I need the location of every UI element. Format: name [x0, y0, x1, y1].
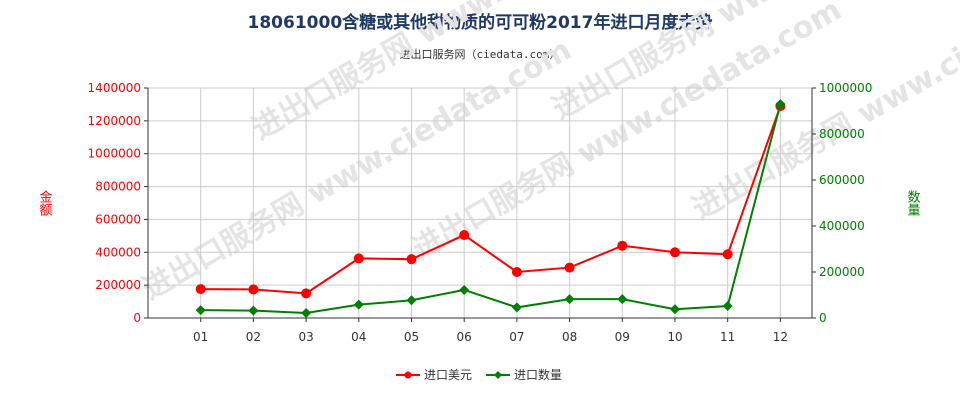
left-tick-label: 200000	[95, 278, 141, 292]
series	[195, 99, 786, 318]
series-point-right	[564, 294, 575, 305]
series-point-left	[617, 240, 628, 251]
watermark-text: 进出口服务网 www.ciedata.com	[407, 0, 848, 267]
series-point-right	[459, 284, 470, 295]
x-tick-label: 02	[246, 330, 261, 344]
axes: 0 200000 400000 600000 800000 1000000 1200000 1…	[37, 81, 921, 344]
series-line-right	[200, 103, 782, 314]
series-point-right	[775, 99, 786, 110]
series-point-right	[353, 299, 364, 310]
x-tick-label: 11	[720, 330, 735, 344]
left-tick-label: 1200000	[88, 114, 141, 128]
x-tick-label: 05	[404, 330, 419, 344]
x-tick-label: 07	[509, 330, 524, 344]
x-tick-label: 03	[298, 330, 313, 344]
x-tick-label: 01	[193, 330, 208, 344]
series-line-left	[200, 105, 782, 295]
x-tick-label: 08	[562, 330, 577, 344]
series-point-left	[511, 267, 522, 277]
right-tick-label: 400000	[819, 219, 865, 233]
series-point-left	[248, 284, 259, 295]
series-point-left	[459, 230, 470, 241]
left-axis-label: 金额	[37, 189, 53, 217]
x-tick-label: 10	[667, 330, 682, 344]
right-tick-label: 800000	[819, 127, 865, 141]
x-tick-label: 04	[351, 330, 366, 344]
legend[interactable]: 进口美元 进口数量	[396, 367, 562, 382]
series-point-left	[722, 249, 733, 260]
left-tick-label: 1400000	[88, 81, 141, 95]
series-point-right	[301, 307, 312, 318]
x-tick-label: 06	[457, 330, 472, 344]
legend-marker	[494, 371, 502, 379]
left-tick-label: 600000	[95, 212, 141, 226]
series-point-left	[564, 262, 575, 273]
right-tick-label: 1000000	[819, 81, 872, 95]
series-point-left	[669, 247, 680, 258]
legend-marker	[404, 371, 412, 379]
chart-subtitle: 进出口服务网（ciedata.com）	[399, 48, 561, 61]
left-tick-label: 0	[133, 311, 141, 325]
series-point-right	[248, 305, 259, 316]
series-point-left	[406, 254, 417, 265]
series-point-right	[617, 294, 628, 305]
left-tick-label: 400000	[95, 245, 141, 259]
series-point-left	[195, 284, 206, 295]
series-point-right	[511, 302, 522, 313]
legend-label: 进口美元	[424, 368, 472, 382]
right-axis-label: 数量	[905, 190, 921, 216]
legend-label: 进口数量	[514, 367, 562, 382]
left-tick-label: 800000	[95, 180, 141, 194]
series-point-left	[353, 253, 364, 264]
series-point-right	[406, 295, 417, 306]
x-tick-label: 09	[615, 330, 630, 344]
series-point-right	[669, 304, 680, 315]
right-tick-label: 200000	[819, 265, 865, 279]
series-point-right	[722, 301, 733, 312]
right-tick-label: 0	[819, 311, 827, 325]
right-tick-label: 600000	[819, 173, 865, 187]
series-point-left	[301, 288, 312, 299]
series-point-right	[195, 305, 206, 316]
x-tick-label: 12	[773, 330, 788, 344]
left-tick-label: 1000000	[88, 147, 141, 161]
chart-title: 18061000含糖或其他甜物质的可可粉2017年进口月度走势	[247, 13, 713, 33]
